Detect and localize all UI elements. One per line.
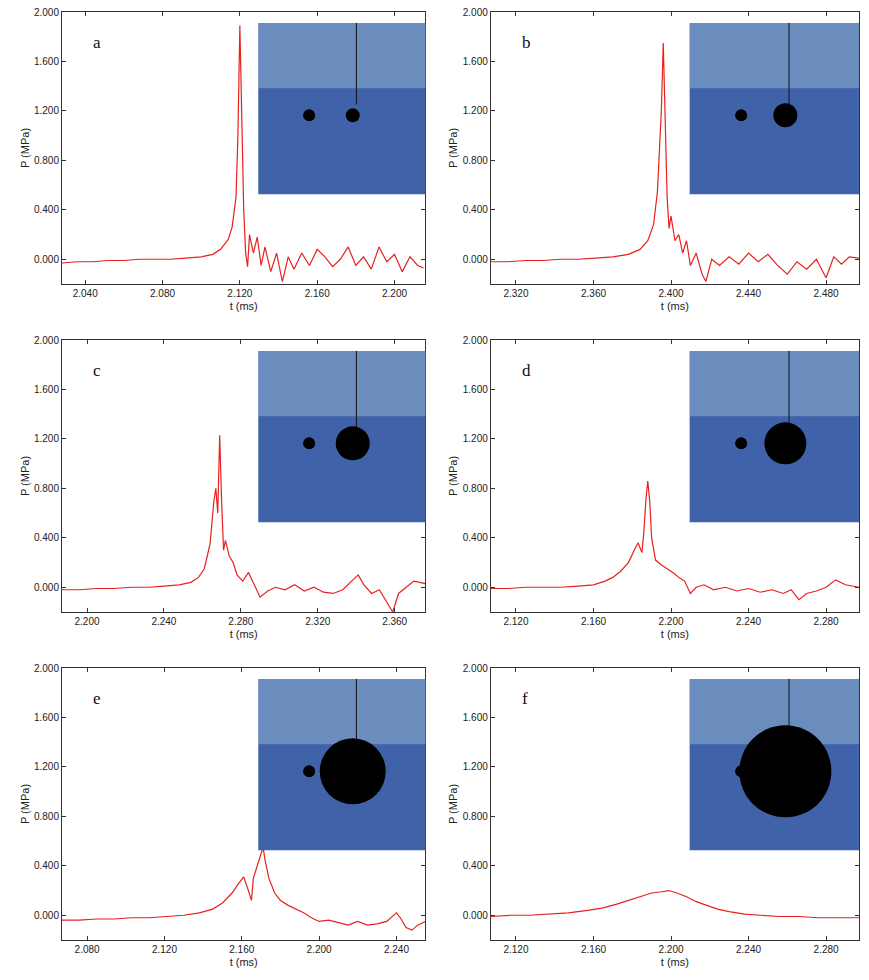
svg-text:0.800: 0.800: [34, 483, 59, 494]
svg-text:0.000: 0.000: [34, 254, 59, 265]
svg-text:1.600: 1.600: [34, 56, 59, 67]
svg-text:e: e: [93, 689, 101, 708]
svg-text:t (ms): t (ms): [230, 956, 258, 968]
svg-text:c: c: [93, 361, 101, 380]
svg-text:2.080: 2.080: [75, 944, 100, 955]
svg-text:2.160: 2.160: [229, 944, 254, 955]
svg-text:2.000: 2.000: [34, 7, 59, 18]
svg-text:t (ms): t (ms): [230, 300, 258, 312]
svg-text:2.400: 2.400: [659, 288, 684, 299]
svg-text:2.080: 2.080: [150, 288, 175, 299]
svg-text:2.120: 2.120: [503, 944, 528, 955]
svg-text:2.280: 2.280: [814, 944, 839, 955]
svg-text:0.400: 0.400: [34, 860, 59, 871]
svg-text:1.200: 1.200: [463, 761, 488, 772]
svg-text:0.400: 0.400: [463, 532, 488, 543]
svg-text:t (ms): t (ms): [661, 300, 689, 312]
svg-text:2.120: 2.120: [503, 616, 528, 627]
svg-text:1.200: 1.200: [34, 105, 59, 116]
svg-text:P (MPa): P (MPa): [447, 784, 459, 824]
svg-text:2.480: 2.480: [814, 288, 839, 299]
svg-text:2.000: 2.000: [463, 7, 488, 18]
svg-text:2.120: 2.120: [227, 288, 252, 299]
svg-text:t (ms): t (ms): [230, 628, 258, 640]
svg-text:2.160: 2.160: [581, 944, 606, 955]
svg-text:2.160: 2.160: [581, 616, 606, 627]
svg-text:2.320: 2.320: [503, 288, 528, 299]
svg-text:1.600: 1.600: [34, 384, 59, 395]
svg-text:0.000: 0.000: [463, 910, 488, 921]
svg-text:P (MPa): P (MPa): [19, 128, 31, 168]
svg-text:2.000: 2.000: [463, 335, 488, 346]
svg-text:2.240: 2.240: [736, 616, 761, 627]
svg-text:t (ms): t (ms): [661, 628, 689, 640]
svg-text:1.600: 1.600: [463, 56, 488, 67]
svg-text:0.000: 0.000: [463, 254, 488, 265]
svg-text:2.200: 2.200: [74, 616, 99, 627]
svg-text:2.280: 2.280: [814, 616, 839, 627]
svg-text:0.000: 0.000: [34, 582, 59, 593]
svg-text:2.120: 2.120: [152, 944, 177, 955]
svg-text:2.240: 2.240: [384, 944, 409, 955]
svg-text:2.000: 2.000: [34, 663, 59, 674]
svg-text:0.000: 0.000: [463, 582, 488, 593]
svg-text:1.200: 1.200: [34, 761, 59, 772]
svg-text:a: a: [93, 33, 101, 52]
svg-text:2.240: 2.240: [736, 944, 761, 955]
svg-text:2.160: 2.160: [305, 288, 330, 299]
svg-text:1.600: 1.600: [463, 712, 488, 723]
svg-text:0.800: 0.800: [463, 155, 488, 166]
svg-text:2.320: 2.320: [305, 616, 330, 627]
svg-text:d: d: [522, 361, 531, 380]
svg-text:0.800: 0.800: [34, 155, 59, 166]
svg-text:b: b: [522, 33, 531, 52]
svg-text:t (ms): t (ms): [661, 956, 689, 968]
svg-text:2.040: 2.040: [73, 288, 98, 299]
svg-text:2.000: 2.000: [34, 335, 59, 346]
svg-text:P (MPa): P (MPa): [19, 456, 31, 496]
svg-text:1.200: 1.200: [463, 105, 488, 116]
svg-text:2.200: 2.200: [659, 616, 684, 627]
svg-text:1.600: 1.600: [463, 384, 488, 395]
svg-text:1.200: 1.200: [463, 433, 488, 444]
svg-text:0.800: 0.800: [463, 811, 488, 822]
svg-text:2.360: 2.360: [382, 616, 407, 627]
svg-text:P (MPa): P (MPa): [19, 784, 31, 824]
svg-text:1.200: 1.200: [34, 433, 59, 444]
svg-text:0.400: 0.400: [34, 532, 59, 543]
svg-text:2.200: 2.200: [307, 944, 332, 955]
svg-text:2.440: 2.440: [736, 288, 761, 299]
svg-text:0.800: 0.800: [463, 483, 488, 494]
svg-text:2.200: 2.200: [382, 288, 407, 299]
svg-text:0.000: 0.000: [34, 910, 59, 921]
svg-text:0.400: 0.400: [34, 204, 59, 215]
svg-text:2.240: 2.240: [151, 616, 176, 627]
svg-text:2.280: 2.280: [228, 616, 253, 627]
svg-text:2.200: 2.200: [659, 944, 684, 955]
svg-text:1.600: 1.600: [34, 712, 59, 723]
svg-text:2.000: 2.000: [463, 663, 488, 674]
svg-text:P (MPa): P (MPa): [447, 456, 459, 496]
svg-text:0.400: 0.400: [463, 860, 488, 871]
svg-text:f: f: [522, 689, 528, 708]
svg-text:2.360: 2.360: [581, 288, 606, 299]
svg-text:0.800: 0.800: [34, 811, 59, 822]
svg-text:0.400: 0.400: [463, 204, 488, 215]
svg-text:P (MPa): P (MPa): [447, 128, 459, 168]
